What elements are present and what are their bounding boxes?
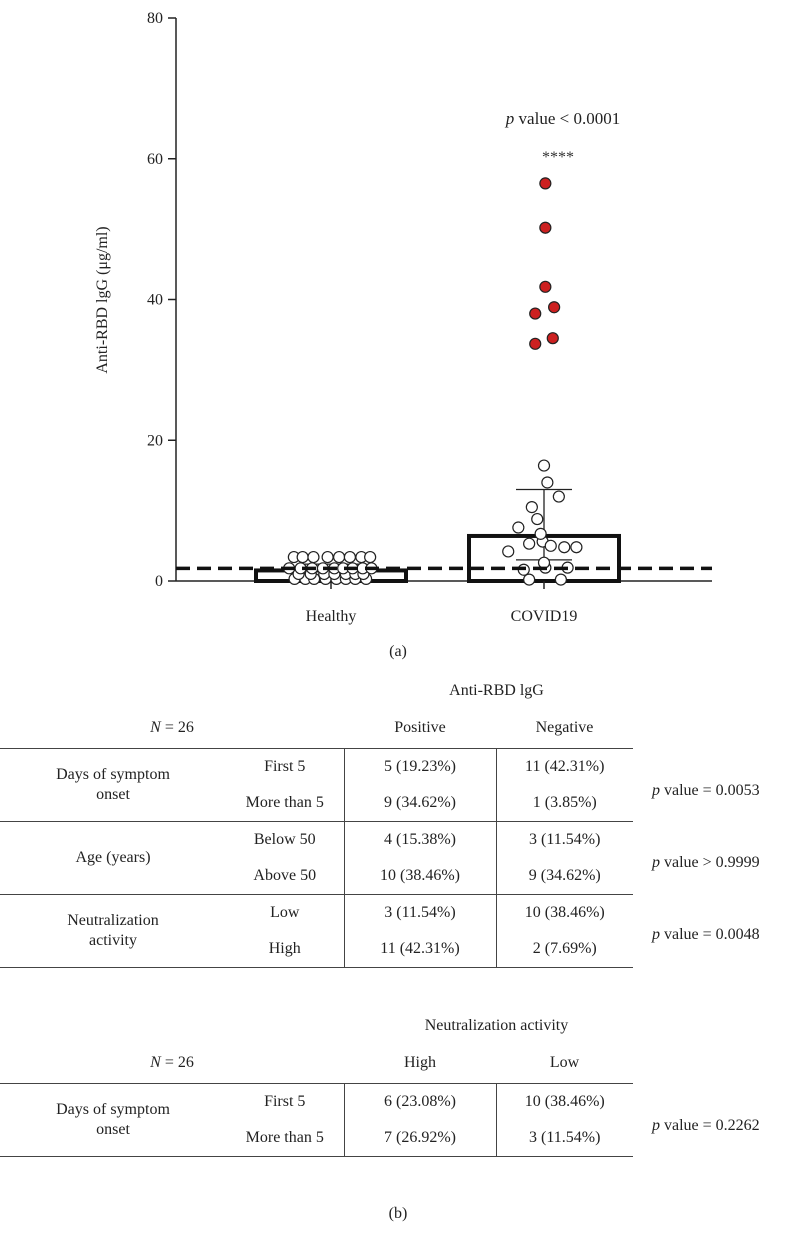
y-tick-label: 80 [147, 10, 163, 27]
table1-cell: 3 (11.54%) [343, 894, 496, 931]
table1-cell: 9 (34.62%) [343, 785, 496, 822]
data-point [537, 556, 551, 569]
data-point [529, 307, 542, 320]
significance-label: p value < 0.0001 [505, 109, 620, 128]
data-point [523, 537, 536, 550]
data-point [558, 541, 571, 554]
table1-pvalue: p value = 0.0053 [652, 782, 760, 799]
data-point [539, 221, 552, 234]
data-point [523, 573, 536, 586]
table1-sub-label: Low [270, 904, 300, 921]
table2-sub-label: More than 5 [245, 1129, 324, 1146]
data-point [531, 512, 544, 526]
table1-cell: 4 (15.38%) [343, 821, 496, 858]
data-point [541, 476, 554, 489]
table2-cell: 7 (26.92%) [343, 1120, 496, 1157]
table1-group-label: Age (years) [75, 849, 151, 866]
table1-pvalue: p value = 0.0048 [652, 926, 760, 943]
table1-cell: 3 (11.54%) [495, 821, 633, 858]
table1-pvalue: p value > 0.9999 [652, 854, 760, 871]
data-point [539, 177, 552, 190]
table2-pvalue: p value = 0.2262 [652, 1117, 760, 1134]
table1-cell: 11 (42.31%) [343, 931, 496, 968]
significance-stars: **** [542, 149, 574, 166]
table2-cell: 6 (23.08%) [343, 1083, 496, 1120]
y-tick-label: 60 [147, 151, 163, 168]
table1-sub-label: More than 5 [245, 794, 324, 811]
table2-col-header: High [404, 1054, 436, 1071]
table2-group-label: Days of symptom onset [56, 1101, 170, 1138]
table1-col-header: Positive [394, 719, 446, 736]
data-point [546, 332, 559, 345]
data-point [529, 337, 542, 350]
data-point [544, 539, 557, 552]
table1-group-label: Days of symptom onset [56, 766, 170, 803]
y-tick-label: 0 [155, 573, 163, 590]
data-point [364, 550, 377, 564]
data-point [548, 301, 561, 314]
y-tick-label: 40 [147, 292, 163, 309]
table1-cell: 5 (19.23%) [343, 748, 496, 785]
data-point [554, 573, 567, 586]
table1-cell: 1 (3.85%) [495, 785, 633, 822]
data-point [570, 541, 583, 554]
table1-group-label: Neutralization activity [67, 912, 159, 949]
panel-a-label: (a) [389, 643, 407, 660]
data-point [296, 550, 309, 564]
table1-sub-label: High [268, 940, 301, 957]
data-point [552, 490, 565, 503]
table2-sub-label: First 5 [264, 1093, 306, 1110]
x-tick-label: Healthy [306, 608, 357, 625]
table2: N = 26 High Low Days of symptom onset Fi… [0, 1043, 633, 1157]
y-axis-label: Anti-RBD lgG (μg/ml) [94, 226, 111, 373]
table1-sub-label: First 5 [264, 758, 306, 775]
table1-cell: 9 (34.62%) [495, 858, 633, 895]
table2-col-header: Low [549, 1054, 580, 1071]
data-point [537, 459, 551, 472]
data-point [343, 550, 356, 564]
table1: N = 26 Positive Negative Days of symptom… [0, 708, 633, 968]
table1-super-header: Anti-RBD lgG [449, 682, 544, 699]
data-point [534, 527, 547, 540]
table2-cell: 10 (38.46%) [495, 1083, 633, 1120]
data-point [539, 280, 552, 293]
data-point [307, 550, 320, 564]
table1-col-header: Negative [535, 719, 594, 736]
scatter-bar-chart: 0 20 40 60 80 Anti-RBD lgG (μg/ml) Healthy COVI… [94, 10, 712, 625]
x-tick-label: COVID19 [511, 608, 578, 625]
table1-sub-label: Below 50 [253, 831, 316, 848]
table1-cell: 10 (38.46%) [343, 858, 496, 895]
data-point [321, 550, 334, 564]
table2-cell: 3 (11.54%) [495, 1120, 633, 1157]
table2-super-header: Neutralization activity [424, 1017, 569, 1034]
table1-cell: 11 (42.31%) [495, 748, 633, 785]
data-point [502, 545, 515, 558]
panel-b-label: (b) [388, 1205, 408, 1222]
data-point [525, 501, 538, 514]
table1-sub-label: Above 50 [253, 867, 317, 884]
data-point [333, 550, 346, 564]
table1-cell: 10 (38.46%) [495, 894, 633, 931]
table1-n-label: N = 26 [150, 719, 194, 736]
data-point [512, 521, 525, 534]
table1-cell: 2 (7.69%) [495, 931, 633, 968]
y-tick-label: 20 [147, 432, 163, 449]
table2-n-label: N = 26 [150, 1054, 194, 1071]
